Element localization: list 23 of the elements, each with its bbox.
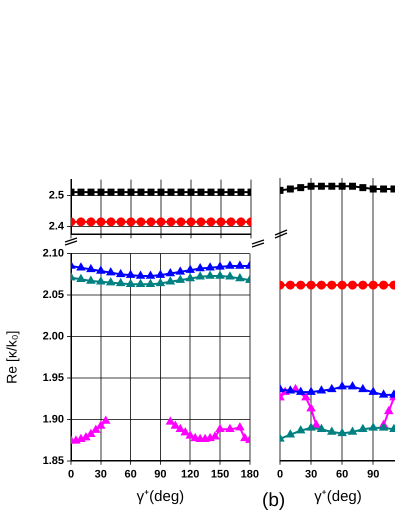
- x-tick-label: 120: [181, 468, 200, 480]
- x-tick-label: 150: [210, 468, 230, 480]
- x-tick-label: 180: [240, 468, 260, 480]
- y-tick-label: 2.5: [48, 189, 64, 202]
- y-tick-label: 2.10: [42, 248, 64, 260]
- y-tick-label: 1.85: [42, 454, 64, 467]
- text: (b): [262, 490, 286, 511]
- x-tick-label: 30: [94, 468, 107, 480]
- x-tick-label: 0: [68, 468, 74, 480]
- x-tick-label: 90: [154, 468, 167, 480]
- x-tick-label: 90: [367, 468, 380, 480]
- y-axis-title: Re [κ/k₀]: [3, 330, 20, 384]
- x-axis-title: γ⁺(deg): [136, 488, 184, 506]
- y-tick-label: 2.4: [48, 220, 65, 233]
- x-tick-label: 60: [124, 468, 137, 480]
- y-tick-label: 2.05: [42, 289, 64, 302]
- y-tick-label: 1.95: [42, 372, 64, 384]
- x-tick-label: 30: [304, 468, 318, 480]
- x-tick-label: 60: [336, 468, 348, 480]
- x-tick-label: 0: [276, 468, 284, 480]
- y-tick-label: 1.90: [42, 413, 64, 426]
- y-tick-label: 2.00: [42, 330, 64, 343]
- x-axis-title: γ⁺(deg): [314, 488, 362, 506]
